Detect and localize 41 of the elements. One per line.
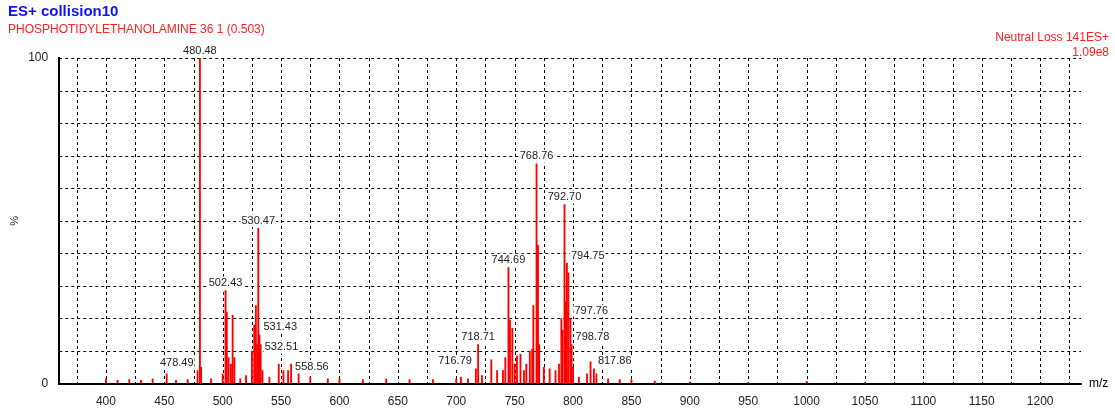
x-tick-label: 850 xyxy=(621,394,642,409)
x-tick-label: 900 xyxy=(679,394,701,409)
annotation: 716.79 xyxy=(438,354,472,367)
x-tick-label: 1000 xyxy=(793,394,821,409)
x-tick-label: 450 xyxy=(154,394,175,409)
x-tick-label: 750 xyxy=(504,394,525,409)
y-tick-label: 0 xyxy=(41,375,49,390)
x-tick-label: 550 xyxy=(271,394,292,409)
x-tick-label: 1150 xyxy=(968,394,995,409)
chart-subtitle: PHOSPHOTIDYLETHANOLAMINE 36 1 (0.503) xyxy=(8,22,265,36)
annotation: 794.75 xyxy=(570,248,605,261)
annotation: 1.09e8 xyxy=(1071,45,1109,60)
x-tick-label: 800 xyxy=(563,394,584,409)
annotation: 532.51 xyxy=(264,340,299,353)
annotation: 797.76 xyxy=(574,304,609,317)
x-tick-label: 1200 xyxy=(1026,394,1054,409)
annotation: 792.70 xyxy=(547,190,582,203)
x-tick-label: 500 xyxy=(212,394,234,409)
x-tick-label: 950 xyxy=(738,394,759,409)
annotation: 480.48 xyxy=(183,43,217,56)
annotation: 768.76 xyxy=(519,149,554,162)
x-axis-title: m/z xyxy=(1089,375,1109,390)
chart-title: ES+ collision10 xyxy=(8,2,119,19)
annotation: 744.69 xyxy=(491,253,526,266)
annotation: 478.49 xyxy=(159,356,194,369)
annotation: 718.71 xyxy=(461,330,495,343)
annotation: 502.43 xyxy=(208,276,243,289)
text: Neutral Loss 141ES+ xyxy=(995,30,1109,45)
y-tick-label: 100 xyxy=(28,50,49,65)
x-tick-label: 400 xyxy=(95,394,117,409)
annotation: 817.86 xyxy=(597,354,632,367)
x-tick-label: 700 xyxy=(446,394,467,409)
x-tick-label: 1050 xyxy=(851,394,879,409)
x-tick-label: 1100 xyxy=(910,394,937,409)
annotation: 558.56 xyxy=(295,359,329,372)
annotation: 531.43 xyxy=(263,320,298,333)
x-tick-label: 600 xyxy=(329,394,350,409)
annotation: 798.78 xyxy=(575,330,610,343)
annotation: 530.47 xyxy=(241,213,276,226)
y-axis-title: % xyxy=(7,215,20,226)
x-tick-label: 650 xyxy=(387,394,409,409)
